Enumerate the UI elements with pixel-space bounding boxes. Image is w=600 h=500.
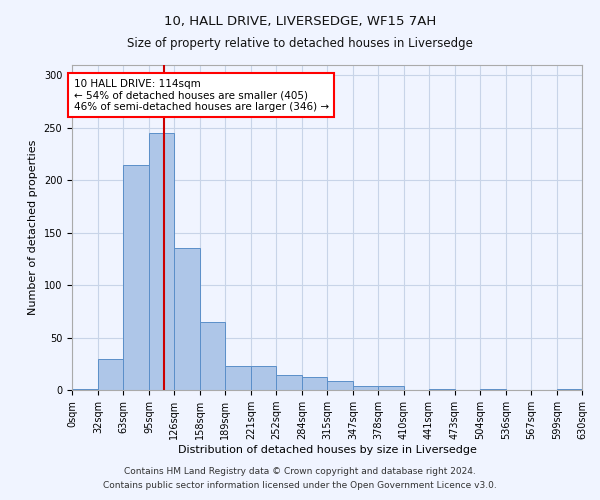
X-axis label: Distribution of detached houses by size in Liversedge: Distribution of detached houses by size … (178, 445, 476, 455)
Y-axis label: Number of detached properties: Number of detached properties (28, 140, 38, 315)
Bar (378, 386, 404, 390)
Bar (225, 366, 251, 390)
Bar (98, 358, 123, 390)
Bar (353, 386, 378, 390)
Bar (276, 376, 302, 390)
Text: Size of property relative to detached houses in Liversedge: Size of property relative to detached ho… (127, 38, 473, 51)
Text: Contains public sector information licensed under the Open Government Licence v3: Contains public sector information licen… (103, 481, 497, 490)
Bar (327, 380, 353, 390)
Bar (480, 389, 506, 390)
Bar (72, 389, 98, 390)
Bar (429, 389, 455, 390)
Text: 10 HALL DRIVE: 114sqm
← 54% of detached houses are smaller (405)
46% of semi-det: 10 HALL DRIVE: 114sqm ← 54% of detached … (74, 78, 329, 112)
Bar (251, 366, 276, 390)
Bar (149, 133, 174, 390)
Text: 10, HALL DRIVE, LIVERSEDGE, WF15 7AH: 10, HALL DRIVE, LIVERSEDGE, WF15 7AH (164, 15, 436, 28)
Bar (200, 322, 225, 390)
Bar (123, 164, 149, 390)
Text: Contains HM Land Registry data © Crown copyright and database right 2024.: Contains HM Land Registry data © Crown c… (124, 467, 476, 476)
Bar (174, 248, 200, 390)
Bar (302, 378, 327, 390)
Bar (557, 389, 582, 390)
